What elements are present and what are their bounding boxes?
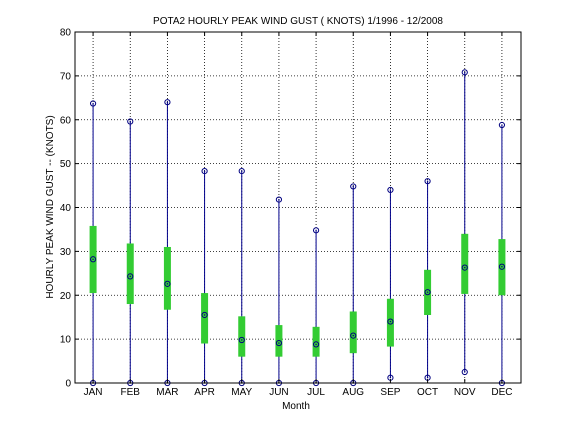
max-marker-dot-nov: [464, 71, 466, 74]
max-marker-dot-mar: [166, 101, 169, 103]
min-marker-nov: [461, 368, 468, 376]
median-marker-dot-apr: [203, 314, 206, 316]
max-marker-dot-feb: [129, 120, 131, 123]
max-marker-apr: [201, 167, 208, 175]
median-marker-dot-dec: [501, 266, 503, 268]
max-marker-dot-sep: [389, 189, 392, 191]
x-axis-label: Month: [282, 401, 310, 412]
median-marker-jul: [312, 341, 320, 348]
max-marker-nov: [461, 69, 468, 76]
box-mar: [163, 246, 171, 310]
median-marker-dot-aug: [352, 334, 354, 337]
x-tick-label: NOV: [454, 387, 476, 398]
median-marker-aug: [350, 332, 357, 339]
median-marker-dot-jan: [92, 258, 94, 260]
median-marker-dot-feb: [129, 275, 131, 278]
median-marker-dot-oct: [426, 291, 429, 293]
max-marker-jun: [275, 196, 283, 203]
median-marker-oct: [424, 289, 431, 296]
max-marker-feb: [127, 118, 134, 125]
y-tick-label: 40: [60, 203, 72, 214]
max-marker-jan: [89, 100, 97, 107]
max-marker-jul: [312, 227, 320, 234]
min-marker-dot-sep: [389, 377, 392, 379]
median-marker-dot-nov: [464, 266, 466, 269]
box-nov: [461, 233, 469, 294]
x-tick-label: MAR: [156, 387, 178, 398]
x-tick-label: JUN: [269, 387, 288, 398]
y-axis-label: HOURLY PEAK WIND GUST -- (KNOTS): [45, 115, 56, 298]
x-tick-label: MAY: [231, 387, 252, 398]
axis-ticks: 0 10 20 30 40 50 60 70 80 JAN FEB MAR APR MAY JUN JUL AU…: [60, 28, 521, 398]
median-marker-mar: [164, 280, 171, 287]
max-marker-sep: [387, 186, 394, 194]
median-marker-jan: [89, 256, 97, 263]
max-marker-may: [238, 167, 245, 175]
x-tick-label: FEB: [121, 387, 141, 398]
max-marker-dot-dec: [501, 124, 503, 126]
x-tick-label: DEC: [491, 387, 512, 398]
max-marker-dot-apr: [203, 170, 206, 172]
max-marker-dot-jun: [278, 198, 280, 201]
max-marker-aug: [350, 183, 357, 190]
y-tick-label: 20: [60, 291, 72, 302]
y-tick-label: 60: [60, 115, 72, 126]
y-tick-label: 30: [60, 247, 72, 258]
y-tick-label: 0: [65, 379, 71, 390]
chart-title: POTA2 HOURLY PEAK WIND GUST ( KNOTS) 1/1…: [153, 16, 443, 27]
max-marker-dot-jan: [92, 102, 94, 105]
x-tick-label: SEP: [380, 387, 400, 398]
y-tick-label: 50: [60, 159, 72, 170]
box-apr: [201, 293, 209, 344]
y-tick-label: 10: [60, 335, 72, 346]
median-marker-feb: [127, 273, 134, 280]
grid: [75, 32, 521, 383]
x-tick-label: APR: [194, 387, 215, 398]
min-marker-dot-nov: [464, 371, 466, 373]
box-aug: [349, 311, 357, 354]
max-marker-oct: [424, 178, 431, 185]
max-marker-mar: [164, 99, 171, 106]
x-tick-label: JUL: [307, 387, 325, 398]
median-marker-jun: [275, 339, 283, 347]
median-marker-sep: [387, 318, 394, 325]
y-tick-label: 70: [60, 71, 72, 82]
max-marker-dot-may: [241, 170, 243, 172]
max-marker-dot-jul: [315, 229, 317, 232]
max-marker-dec: [498, 121, 506, 129]
median-marker-apr: [201, 311, 208, 319]
box-may: [238, 316, 246, 357]
x-tick-label: JAN: [84, 387, 103, 398]
median-marker-dot-jul: [315, 343, 317, 346]
max-marker-dot-aug: [352, 185, 354, 188]
box-sep: [386, 298, 394, 347]
box-plots: [89, 69, 506, 387]
median-marker-dot-may: [241, 339, 243, 341]
x-tick-label: AUG: [342, 387, 364, 398]
median-marker-may: [238, 336, 245, 344]
median-marker-dot-sep: [389, 320, 392, 323]
median-marker-dot-mar: [166, 283, 169, 285]
median-marker-nov: [461, 264, 468, 271]
min-marker-dot-oct: [426, 377, 429, 379]
y-tick-label: 80: [60, 28, 72, 39]
median-marker-dec: [498, 263, 506, 270]
max-marker-dot-oct: [426, 180, 429, 182]
x-tick-label: OCT: [417, 387, 438, 398]
median-marker-dot-jun: [278, 342, 280, 344]
